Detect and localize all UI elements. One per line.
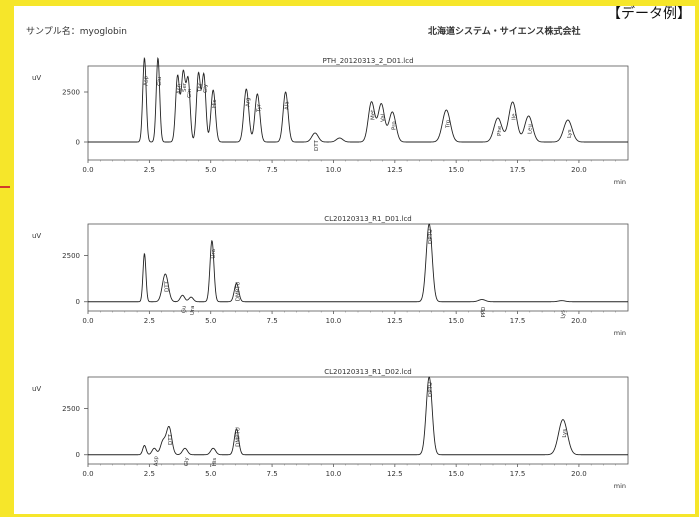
- x-tick-label: 5.0: [205, 166, 216, 174]
- x-axis-label: min: [614, 178, 626, 186]
- y-tick-label: 0: [76, 139, 80, 147]
- x-tick-label: 2.5: [144, 317, 155, 325]
- peak-label: DTT: [314, 140, 320, 151]
- peak-label: Trp: [445, 119, 451, 129]
- x-tick-label: 17.5: [510, 317, 526, 325]
- sample-name: サンプル名：myoglobin: [26, 27, 127, 37]
- plot-frame: [87, 376, 629, 465]
- y-tick-label: 0: [76, 451, 80, 459]
- x-tick-label: 17.5: [510, 166, 526, 174]
- panel-title: CL20120313_R1_D01.lcd: [324, 215, 412, 223]
- red-pointer-mark: [0, 186, 10, 188]
- peak-label: Gly: [203, 83, 209, 93]
- peak-label: DTT: [164, 280, 170, 291]
- peak-label: Asp: [153, 456, 159, 467]
- peak-label: Tyr: [256, 103, 262, 113]
- y-axis-label: uV: [32, 385, 41, 393]
- x-tick-label: 2.5: [144, 166, 155, 174]
- x-tick-label: 10.0: [326, 317, 342, 325]
- x-tick-label: 20.0: [571, 166, 587, 174]
- y-tick-label: 2500: [62, 405, 80, 413]
- peak-label: Ala: [285, 101, 291, 110]
- chromatogram-panel-2: CL20120313_R1_D01.lcd uV 0 2500 0.0 2.5 5.0 7.5…: [32, 215, 629, 337]
- y-tick-label: 2500: [62, 89, 80, 97]
- y-axis-label: uV: [32, 232, 41, 240]
- x-tick-label: 12.5: [387, 166, 403, 174]
- peak-label: Asn: [177, 83, 183, 94]
- x-tick-label: 12.5: [387, 317, 403, 325]
- peak-label: Gln: [187, 88, 193, 98]
- x-tick-label: 15.0: [448, 166, 464, 174]
- peak-label: Ile: [512, 113, 518, 120]
- x-axis-label: min: [614, 329, 626, 337]
- x-tick-label: 10.0: [326, 166, 342, 174]
- x-tick-label: 7.5: [267, 317, 278, 325]
- x-tick-label: 15.0: [448, 470, 464, 478]
- peak-label: PPD: [481, 307, 487, 318]
- panel-title: PTH_20120313_2_D01.lcd: [322, 57, 413, 65]
- peak-label: Arg: [245, 98, 251, 107]
- plot-frame: [87, 223, 629, 312]
- peak-label: Lys: [567, 129, 573, 138]
- x-tick-label: 2.5: [144, 470, 155, 478]
- chromatogram-panel-3: CL20120313_R1_D02.lcd uV 0 2500 0.0 2.5 5.0 7.5…: [32, 368, 629, 490]
- x-tick-label: 12.5: [387, 470, 403, 478]
- peak-label: Ura: [211, 249, 217, 259]
- peak-label: Phe: [497, 125, 503, 136]
- chromatogram-panel-1: PTH_20120313_2_D01.lcd uV 0 2500 0.0 2.5 5.0 7.…: [32, 57, 629, 186]
- peak-label: DMPTU: [236, 282, 242, 302]
- peak-label: His: [212, 458, 218, 467]
- x-tick-label: 0.0: [82, 470, 93, 478]
- chromatogram-trace: [88, 57, 628, 143]
- peak-label: Pro: [391, 121, 397, 130]
- peak-label: Met: [371, 109, 377, 120]
- peak-label: His: [212, 99, 218, 108]
- x-tick-label: 7.5: [267, 166, 278, 174]
- chromatogram-trace: [88, 376, 628, 456]
- peak-label: Glu: [157, 77, 163, 86]
- peak-label: Thr: [197, 82, 203, 93]
- y-tick-label: 0: [76, 298, 80, 306]
- x-tick-label: 0.0: [82, 166, 93, 174]
- peak-label: DTT: [168, 433, 174, 444]
- peak-label: Asp: [143, 75, 149, 86]
- x-tick-label: 20.0: [571, 317, 587, 325]
- chromatogram-sheet: [14, 6, 695, 514]
- peak-label: Ser: [182, 82, 188, 92]
- x-tick-label: 5.0: [205, 470, 216, 478]
- x-tick-label: 5.0: [205, 317, 216, 325]
- peak-label: Val: [380, 113, 386, 122]
- x-tick-label: 17.5: [510, 470, 526, 478]
- x-tick-label: 10.0: [326, 470, 342, 478]
- peak-label: Gu: [182, 306, 188, 314]
- peak-label: Leu: [528, 124, 534, 134]
- peak-label: Lys: [562, 429, 568, 438]
- x-tick-label: 20.0: [571, 470, 587, 478]
- peak-label: Lys: [561, 310, 567, 319]
- data-example-tag: 【データ例】: [607, 6, 691, 22]
- peak-label: Ura: [190, 305, 196, 315]
- peak-label: DPTU: [428, 229, 434, 244]
- x-tick-label: 0.0: [82, 317, 93, 325]
- plot-frame: [87, 65, 629, 161]
- peak-label: DPTU: [428, 382, 434, 397]
- x-tick-label: 7.5: [267, 470, 278, 478]
- x-tick-label: 15.0: [448, 317, 464, 325]
- panel-title: CL20120313_R1_D02.lcd: [324, 368, 412, 376]
- peak-label: DMPTU: [236, 427, 242, 447]
- x-axis-label: min: [614, 482, 626, 490]
- y-axis-label: uV: [32, 74, 41, 82]
- chromatogram-trace: [88, 223, 628, 303]
- peak-label: Gly: [184, 456, 190, 466]
- company-name: 北海道システム・サイエンス株式会社: [428, 27, 581, 37]
- y-tick-label: 2500: [62, 252, 80, 260]
